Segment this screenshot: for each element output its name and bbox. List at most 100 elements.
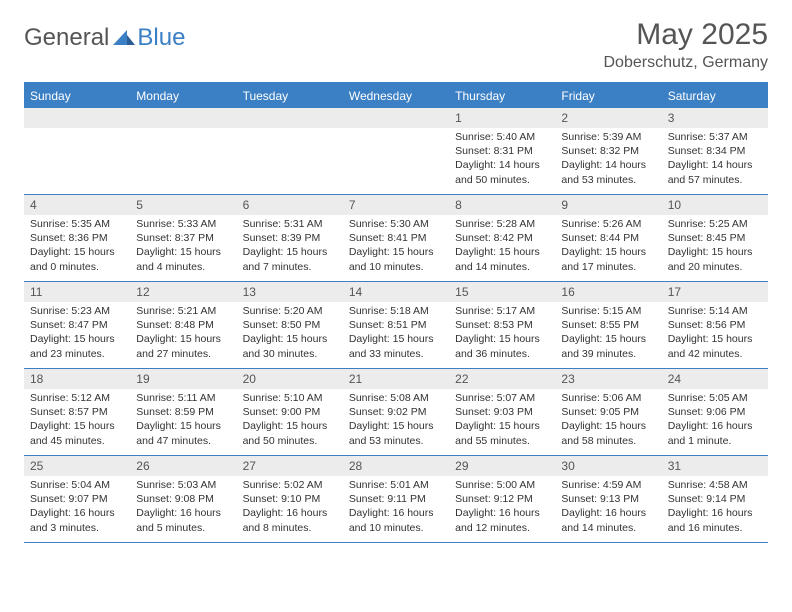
daylight-text: Daylight: 15 hours and 14 minutes. — [455, 245, 549, 273]
sunrise-text: Sunrise: 5:40 AM — [455, 130, 549, 144]
day-cell: Sunrise: 5:01 AMSunset: 9:11 PMDaylight:… — [343, 476, 449, 542]
sunset-text: Sunset: 8:39 PM — [243, 231, 337, 245]
day-cell: Sunrise: 5:10 AMSunset: 9:00 PMDaylight:… — [237, 389, 343, 455]
day-number: 4 — [24, 195, 130, 215]
daylight-text: Daylight: 14 hours and 53 minutes. — [561, 158, 655, 186]
day-cell: Sunrise: 5:11 AMSunset: 8:59 PMDaylight:… — [130, 389, 236, 455]
page-title: May 2025 — [603, 18, 768, 52]
sunset-text: Sunset: 8:47 PM — [30, 318, 124, 332]
sunset-text: Sunset: 8:37 PM — [136, 231, 230, 245]
sunset-text: Sunset: 8:55 PM — [561, 318, 655, 332]
daylight-text: Daylight: 16 hours and 16 minutes. — [668, 506, 762, 534]
sunrise-text: Sunrise: 5:33 AM — [136, 217, 230, 231]
sunset-text: Sunset: 8:50 PM — [243, 318, 337, 332]
sunset-text: Sunset: 8:42 PM — [455, 231, 549, 245]
sunset-text: Sunset: 8:59 PM — [136, 405, 230, 419]
day-number: 21 — [343, 369, 449, 389]
daylight-text: Daylight: 15 hours and 20 minutes. — [668, 245, 762, 273]
day-cell: Sunrise: 5:00 AMSunset: 9:12 PMDaylight:… — [449, 476, 555, 542]
weekday-header: Thursday — [449, 84, 555, 108]
day-cell: Sunrise: 5:06 AMSunset: 9:05 PMDaylight:… — [555, 389, 661, 455]
day-number: 10 — [662, 195, 768, 215]
day-cell: Sunrise: 5:15 AMSunset: 8:55 PMDaylight:… — [555, 302, 661, 368]
day-number: 30 — [555, 456, 661, 476]
day-number: 15 — [449, 282, 555, 302]
day-number: 5 — [130, 195, 236, 215]
sunset-text: Sunset: 9:03 PM — [455, 405, 549, 419]
sunrise-text: Sunrise: 5:18 AM — [349, 304, 443, 318]
sunrise-text: Sunrise: 5:25 AM — [668, 217, 762, 231]
header: General Blue May 2025 Doberschutz, Germa… — [24, 18, 768, 72]
day-number: 22 — [449, 369, 555, 389]
day-cell: Sunrise: 5:17 AMSunset: 8:53 PMDaylight:… — [449, 302, 555, 368]
sunset-text: Sunset: 8:31 PM — [455, 144, 549, 158]
day-cell: Sunrise: 5:14 AMSunset: 8:56 PMDaylight:… — [662, 302, 768, 368]
sunrise-text: Sunrise: 5:04 AM — [30, 478, 124, 492]
day-cell: Sunrise: 4:59 AMSunset: 9:13 PMDaylight:… — [555, 476, 661, 542]
weekday-header: Friday — [555, 84, 661, 108]
sunrise-text: Sunrise: 5:21 AM — [136, 304, 230, 318]
sunrise-text: Sunrise: 5:02 AM — [243, 478, 337, 492]
day-number: 17 — [662, 282, 768, 302]
sunrise-text: Sunrise: 5:11 AM — [136, 391, 230, 405]
day-number: 24 — [662, 369, 768, 389]
day-number: 19 — [130, 369, 236, 389]
day-number: 11 — [24, 282, 130, 302]
week-row: 45678910Sunrise: 5:35 AMSunset: 8:36 PMD… — [24, 195, 768, 282]
calendar: Sunday Monday Tuesday Wednesday Thursday… — [24, 82, 768, 543]
sunset-text: Sunset: 9:11 PM — [349, 492, 443, 506]
sunset-text: Sunset: 9:13 PM — [561, 492, 655, 506]
day-number: 6 — [237, 195, 343, 215]
sunset-text: Sunset: 9:10 PM — [243, 492, 337, 506]
sunrise-text: Sunrise: 5:20 AM — [243, 304, 337, 318]
day-number — [237, 108, 343, 128]
day-number: 7 — [343, 195, 449, 215]
sunset-text: Sunset: 8:36 PM — [30, 231, 124, 245]
sunset-text: Sunset: 9:07 PM — [30, 492, 124, 506]
day-number: 25 — [24, 456, 130, 476]
day-cell: Sunrise: 5:35 AMSunset: 8:36 PMDaylight:… — [24, 215, 130, 281]
day-number: 3 — [662, 108, 768, 128]
sunrise-text: Sunrise: 5:00 AM — [455, 478, 549, 492]
sunrise-text: Sunrise: 5:14 AM — [668, 304, 762, 318]
day-number: 29 — [449, 456, 555, 476]
sunrise-text: Sunrise: 5:07 AM — [455, 391, 549, 405]
sunset-text: Sunset: 8:53 PM — [455, 318, 549, 332]
day-cell: Sunrise: 5:39 AMSunset: 8:32 PMDaylight:… — [555, 128, 661, 194]
daylight-text: Daylight: 15 hours and 33 minutes. — [349, 332, 443, 360]
day-number: 2 — [555, 108, 661, 128]
sunrise-text: Sunrise: 4:58 AM — [668, 478, 762, 492]
sunset-text: Sunset: 8:45 PM — [668, 231, 762, 245]
daylight-text: Daylight: 15 hours and 36 minutes. — [455, 332, 549, 360]
day-cell: Sunrise: 5:05 AMSunset: 9:06 PMDaylight:… — [662, 389, 768, 455]
sunset-text: Sunset: 8:48 PM — [136, 318, 230, 332]
weekday-header: Sunday — [24, 84, 130, 108]
daylight-text: Daylight: 16 hours and 10 minutes. — [349, 506, 443, 534]
day-cell — [343, 128, 449, 194]
day-number: 28 — [343, 456, 449, 476]
day-number: 31 — [662, 456, 768, 476]
day-cell: Sunrise: 5:28 AMSunset: 8:42 PMDaylight:… — [449, 215, 555, 281]
day-cell: Sunrise: 5:40 AMSunset: 8:31 PMDaylight:… — [449, 128, 555, 194]
sunrise-text: Sunrise: 5:39 AM — [561, 130, 655, 144]
daylight-text: Daylight: 15 hours and 58 minutes. — [561, 419, 655, 447]
weekday-header: Tuesday — [237, 84, 343, 108]
day-cell: Sunrise: 5:23 AMSunset: 8:47 PMDaylight:… — [24, 302, 130, 368]
day-cell — [237, 128, 343, 194]
sunset-text: Sunset: 8:44 PM — [561, 231, 655, 245]
weekday-header: Wednesday — [343, 84, 449, 108]
day-number: 16 — [555, 282, 661, 302]
location-label: Doberschutz, Germany — [603, 54, 768, 72]
day-cell: Sunrise: 5:03 AMSunset: 9:08 PMDaylight:… — [130, 476, 236, 542]
day-cell: Sunrise: 5:30 AMSunset: 8:41 PMDaylight:… — [343, 215, 449, 281]
sunrise-text: Sunrise: 5:05 AM — [668, 391, 762, 405]
logo-triangle-icon — [113, 27, 135, 50]
sunrise-text: Sunrise: 5:01 AM — [349, 478, 443, 492]
day-cell — [130, 128, 236, 194]
day-cell: Sunrise: 4:58 AMSunset: 9:14 PMDaylight:… — [662, 476, 768, 542]
sunset-text: Sunset: 8:56 PM — [668, 318, 762, 332]
day-number: 26 — [130, 456, 236, 476]
sunrise-text: Sunrise: 5:17 AM — [455, 304, 549, 318]
sunset-text: Sunset: 9:00 PM — [243, 405, 337, 419]
day-cell: Sunrise: 5:12 AMSunset: 8:57 PMDaylight:… — [24, 389, 130, 455]
